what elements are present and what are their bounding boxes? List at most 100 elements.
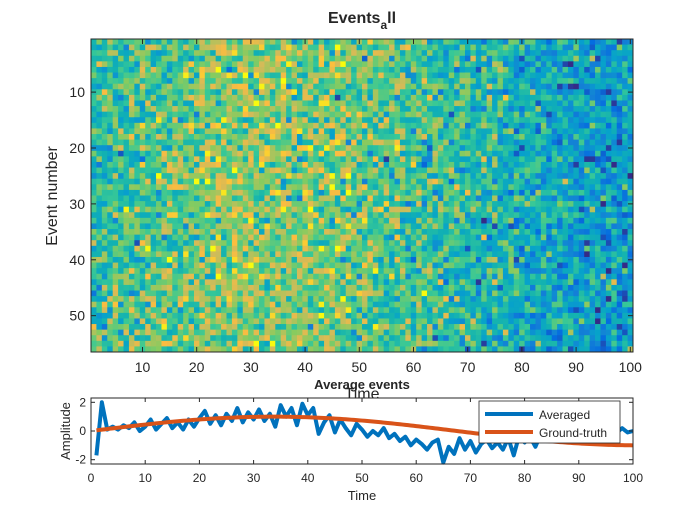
heatmap-cell <box>562 55 569 62</box>
heatmap-cell <box>204 268 211 275</box>
heatmap-cell <box>199 145 206 152</box>
heatmap-cell <box>600 39 607 45</box>
heatmap-cell <box>611 128 618 135</box>
heatmap-cell <box>405 61 412 68</box>
heatmap-cell <box>215 240 222 247</box>
heatmap-cell <box>481 100 488 107</box>
heatmap-cell <box>486 195 493 202</box>
heatmap-cell <box>567 139 574 146</box>
heatmap-cell <box>177 89 184 96</box>
heatmap-cell <box>443 134 450 141</box>
heatmap-cell <box>454 122 460 129</box>
heatmap-cell <box>524 245 531 252</box>
heatmap-cell <box>204 290 211 297</box>
heatmap-cell <box>150 229 157 236</box>
heatmap-cell <box>237 223 244 230</box>
heatmap-cell <box>259 134 265 141</box>
heatmap-cell <box>226 223 233 230</box>
heatmap-cell <box>210 301 217 308</box>
heatmap-cell <box>286 61 292 68</box>
heatmap-cell <box>372 240 379 247</box>
heatmap-cell <box>334 94 341 101</box>
heatmap-cell <box>156 55 162 62</box>
heatmap-cell <box>313 256 320 263</box>
heatmap-cell <box>405 178 412 185</box>
heatmap-cell <box>454 66 460 73</box>
heatmap-cell <box>318 189 325 196</box>
heatmap-cell <box>329 189 336 196</box>
heatmap-cell <box>427 122 433 129</box>
heatmap-cell <box>215 178 222 185</box>
heatmap-cell <box>156 106 162 113</box>
heatmap-cell <box>91 94 97 101</box>
heatmap-cell <box>318 268 325 275</box>
heatmap-cell <box>134 245 141 252</box>
heatmap-cell <box>448 122 455 129</box>
heatmap-cell <box>280 184 287 191</box>
heatmap-cell <box>177 195 184 202</box>
heatmap-cell <box>242 44 249 51</box>
heatmap-cell <box>210 100 217 107</box>
heatmap-cell <box>627 251 634 258</box>
heatmap-cell <box>437 212 444 219</box>
heatmap-cell <box>546 44 553 51</box>
heatmap-cell <box>259 234 265 241</box>
heatmap-cell <box>161 134 168 141</box>
heatmap-cell <box>367 44 374 51</box>
heatmap-cell <box>378 178 385 185</box>
heatmap-cell <box>448 156 455 163</box>
heatmap-cell <box>362 111 368 118</box>
heatmap-cell <box>448 173 455 180</box>
heatmap-cell <box>464 66 471 73</box>
heatmap-cell <box>237 173 244 180</box>
heatmap-cell <box>112 83 119 90</box>
heatmap-cell <box>562 150 569 157</box>
heatmap-cell <box>497 273 504 280</box>
heatmap-cell <box>307 307 314 314</box>
heatmap-cell <box>128 189 135 196</box>
heatmap-cell <box>443 61 450 68</box>
heatmap-cell <box>443 145 450 152</box>
heatmap-cell <box>291 251 298 258</box>
heatmap-cell <box>578 50 585 57</box>
heatmap-cell <box>231 178 238 185</box>
heatmap-cell <box>302 106 309 113</box>
heatmap-cell <box>253 307 260 314</box>
heatmap-cell <box>405 184 412 191</box>
heatmap-cell <box>573 145 580 152</box>
heatmap-cell <box>112 284 119 291</box>
heatmap-cell <box>204 189 211 196</box>
heatmap-cell <box>573 150 580 157</box>
heatmap-cell <box>546 312 553 319</box>
heatmap-cell <box>405 50 412 57</box>
heatmap-cell <box>242 296 249 303</box>
heatmap-cell <box>296 117 303 124</box>
heatmap-cell <box>264 178 271 185</box>
heatmap-cell <box>470 189 477 196</box>
heatmap-cell <box>345 206 352 213</box>
heatmap-cell <box>139 223 146 230</box>
heatmap-cell <box>475 240 482 247</box>
heatmap-cell <box>513 134 520 141</box>
heatmap-cell <box>340 245 347 252</box>
heatmap-cell <box>329 39 336 45</box>
heatmap-cell <box>497 61 504 68</box>
heatmap-cell <box>372 184 379 191</box>
heatmap-cell <box>248 296 254 303</box>
heatmap-cell <box>394 195 401 202</box>
heatmap-cell <box>91 178 97 185</box>
heatmap-cell <box>356 273 363 280</box>
heatmap-cell <box>134 234 141 241</box>
heatmap-cell <box>259 206 265 213</box>
heatmap-cell <box>497 39 504 45</box>
heatmap-cell <box>497 312 504 319</box>
heatmap-cell <box>399 212 406 219</box>
heatmap-cell <box>524 94 531 101</box>
heatmap-cell <box>508 206 515 213</box>
heatmap-cell <box>313 66 320 73</box>
heatmap-cell <box>459 184 466 191</box>
heatmap-cell <box>486 229 493 236</box>
heatmap-cell <box>302 139 309 146</box>
heatmap-cell <box>128 106 135 113</box>
heatmap-cell <box>183 268 189 275</box>
